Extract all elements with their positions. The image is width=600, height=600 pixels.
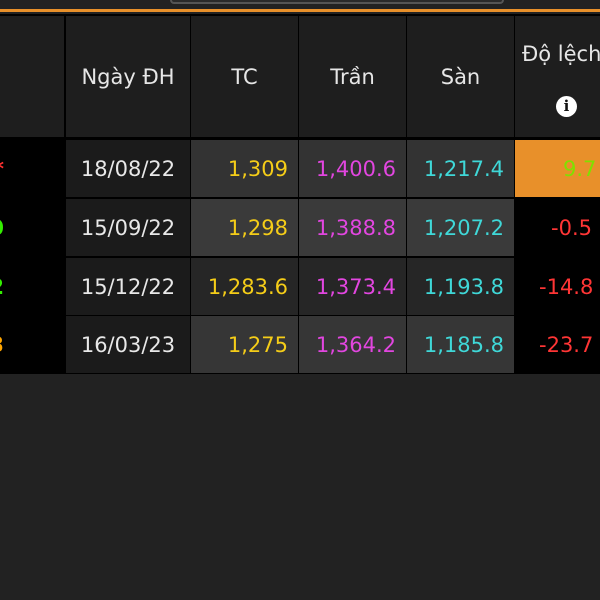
ceiling-price: 1,364.2	[299, 316, 406, 373]
ceiling-price: 1,388.8	[299, 199, 406, 256]
maturity-date: 15/12/22	[66, 258, 190, 315]
top-accent	[0, 9, 600, 12]
maturity-date: 16/03/23	[66, 316, 190, 373]
ceiling-price: 1,373.4	[299, 258, 406, 315]
column-header: Độ lệch	[515, 16, 600, 137]
symbol: 3*	[0, 140, 64, 197]
floor-price: 1,185.8	[407, 316, 514, 373]
symbol: 2	[0, 258, 64, 315]
maturity-date: 18/08/22	[66, 140, 190, 197]
deviation: -0.5	[515, 199, 600, 256]
floor-price: 1,207.2	[407, 199, 514, 256]
maturity-date: 15/09/22	[66, 199, 190, 256]
ref-price: 1,275	[191, 316, 298, 373]
ref-price: 1,309	[191, 140, 298, 197]
floor-price: 1,193.8	[407, 258, 514, 315]
column-header: TC	[191, 16, 298, 137]
deviation: 9.7	[515, 140, 600, 197]
floor-price: 1,217.4	[407, 140, 514, 197]
symbol: 3	[0, 316, 64, 373]
ref-price: 1,283.6	[191, 258, 298, 315]
column-header: Trần	[299, 16, 406, 137]
symbol: 0	[0, 199, 64, 256]
ref-price: 1,298	[191, 199, 298, 256]
info-icon[interactable]: i	[556, 96, 577, 117]
column-header: Sàn	[407, 16, 514, 137]
search-box[interactable]	[170, 0, 504, 4]
ceiling-price: 1,400.6	[299, 140, 406, 197]
column-header: Ngày ĐH	[66, 16, 190, 137]
deviation: -23.7	[515, 316, 600, 373]
deviation: -14.8	[515, 258, 600, 315]
column-header	[0, 16, 64, 137]
